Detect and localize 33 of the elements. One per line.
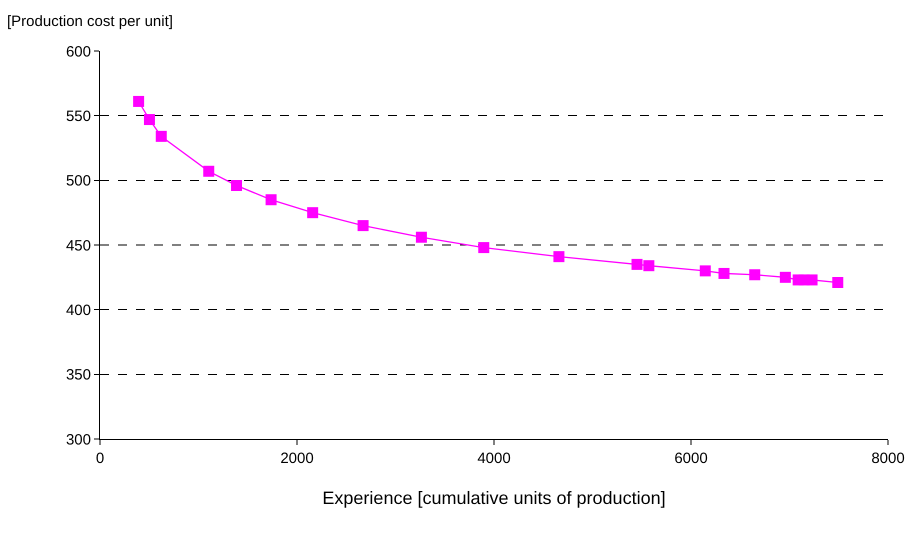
point: [416, 232, 427, 243]
x-tick-label: 8000: [871, 450, 905, 467]
point: [553, 251, 564, 262]
point: [231, 180, 242, 192]
point: [358, 220, 369, 232]
point: [478, 242, 490, 254]
point: [307, 207, 318, 218]
point: [643, 260, 654, 272]
y-tick-label: 500: [66, 172, 91, 190]
point: [632, 258, 643, 270]
point: [156, 130, 167, 142]
point: [203, 166, 214, 177]
point: [718, 268, 730, 279]
point: [266, 194, 277, 206]
x-tick-label: 2000: [280, 450, 314, 467]
y-tick-label: 600: [66, 43, 91, 60]
point: [806, 274, 818, 286]
x-axis-title: Experience [cumulative units of production]: [322, 488, 666, 508]
point: [832, 277, 844, 288]
y-tick-label: 350: [66, 366, 91, 384]
y-tick-label: 550: [66, 108, 91, 125]
point: [133, 96, 144, 107]
point: [780, 272, 791, 283]
point: [144, 114, 155, 126]
x-tick-label: 4000: [477, 450, 511, 467]
point: [749, 269, 760, 280]
y-tick-label: 450: [66, 237, 91, 254]
point: [700, 265, 711, 276]
x-tick-label: 6000: [674, 450, 708, 467]
x-tick-label: 0: [96, 450, 104, 467]
y-axis-title: [Production cost per unit]: [7, 13, 173, 30]
y-tick-label: 400: [66, 302, 91, 319]
y-tick-label: 300: [66, 431, 91, 448]
